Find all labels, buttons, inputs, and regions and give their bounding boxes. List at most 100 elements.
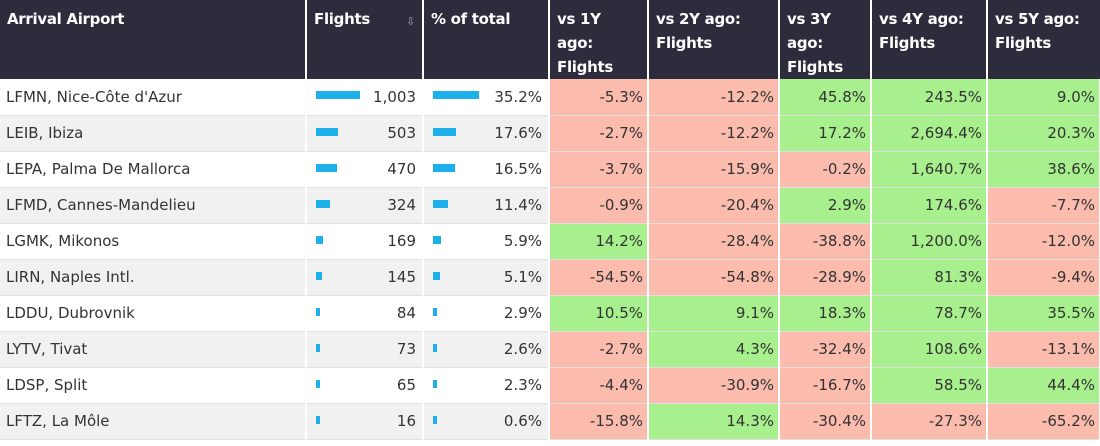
vs5-cell-value: 9.0%	[1056, 87, 1095, 106]
vs5-cell: 35.5%	[987, 295, 1100, 332]
header-vs-3y[interactable]: vs 3Y ago: Flights	[779, 0, 872, 79]
flights-cell-value: 65	[396, 376, 416, 394]
flights-cell-value: 16	[396, 412, 416, 430]
vs4-cell: 108.6%	[871, 331, 988, 368]
header-vs-2y[interactable]: vs 2Y ago: Flights	[648, 0, 780, 79]
vs5-cell: -12.0%	[987, 223, 1100, 260]
header-arrival-airport[interactable]: Arrival Airport	[0, 0, 307, 79]
vs2-cell-value: -30.9%	[720, 376, 774, 394]
vs1-cell-value: -4.4%	[599, 376, 643, 394]
pct-cell: 16.5%	[423, 151, 550, 188]
vs4-cell-value: 81.3%	[934, 268, 982, 286]
airport-cell[interactable]: LIRN, Naples Intl.	[0, 259, 307, 296]
table-row[interactable]: LIRN, Naples Intl. 145 5.1% -54.5% -54.8% -28…	[0, 259, 1100, 296]
airport-cell[interactable]: LFTZ, La Môle	[0, 403, 307, 440]
airport-cell[interactable]: LGMK, Mikonos	[0, 223, 307, 260]
airport-cell[interactable]: LYTV, Tivat	[0, 331, 307, 368]
vs4-cell-value: 2,694.4%	[910, 124, 982, 142]
vs3-cell: -28.9%	[779, 259, 872, 296]
header-flights[interactable]: Flights ⇩	[306, 0, 424, 79]
flights-bar	[316, 91, 360, 99]
vs3-cell: 2.9%	[779, 187, 872, 224]
vs3-cell-value: -32.4%	[812, 340, 866, 358]
flights-cell: 470	[306, 151, 424, 188]
header-label: vs 1Y ago: Flights	[557, 10, 613, 76]
vs5-cell-value: -13.1%	[1041, 340, 1095, 358]
table-row[interactable]: LYTV, Tivat 73 2.6% -2.7% 4.3% -32.4% 108.6% -1…	[0, 331, 1100, 368]
vs3-cell-value: 17.2%	[818, 124, 866, 142]
flights-cell-value: 1,003	[373, 87, 416, 106]
header-label: vs 4Y ago: Flights	[879, 10, 964, 52]
vs4-cell: 81.3%	[871, 259, 988, 296]
vs2-cell: -20.4%	[648, 187, 780, 224]
pct-cell: 35.2%	[423, 79, 550, 116]
table-row[interactable]: LDSP, Split 65 2.3% -4.4% -30.9% -16.7% 58.5% 4…	[0, 367, 1100, 404]
vs1-cell: -0.9%	[549, 187, 649, 224]
pct-bar	[433, 415, 437, 424]
airport-cell-value: LDDU, Dubrovnik	[6, 304, 135, 322]
airport-cell[interactable]: LDSP, Split	[0, 367, 307, 404]
airport-cell-value: LIRN, Naples Intl.	[6, 268, 135, 286]
table-row[interactable]: LFMD, Cannes-Mandelieu 324 11.4% -0.9% -20.4…	[0, 187, 1100, 224]
vs2-cell: -54.8%	[648, 259, 780, 296]
airport-cell[interactable]: LDDU, Dubrovnik	[0, 295, 307, 332]
airport-cell[interactable]: LEPA, Palma De Mallorca	[0, 151, 307, 188]
vs2-cell-value: 4.3%	[735, 340, 774, 358]
vs1-cell-value: -0.9%	[599, 196, 643, 214]
flights-cell-value: 84	[396, 304, 416, 322]
header-row: Arrival Airport Flights ⇩ % of total vs 1…	[0, 0, 1100, 79]
table-row[interactable]: LGMK, Mikonos 169 5.9% 14.2% -28.4% -38.8% 1,2…	[0, 223, 1100, 260]
table-row[interactable]: LFTZ, La Môle 16 0.6% -15.8% 14.3% -30.4% -27.…	[0, 403, 1100, 440]
vs4-cell-value: -27.3%	[928, 412, 982, 430]
vs3-cell-value: -28.9%	[812, 268, 866, 286]
vs1-cell-value: 10.5%	[595, 304, 643, 322]
pct-cell: 5.1%	[423, 259, 550, 296]
header-vs-1y[interactable]: vs 1Y ago: Flights	[549, 0, 649, 79]
flights-cell: 169	[306, 223, 424, 260]
vs5-cell-value: -12.0%	[1041, 232, 1095, 250]
vs4-cell: 1,640.7%	[871, 151, 988, 188]
pct-cell-value: 2.9%	[503, 304, 542, 322]
header-label: vs 2Y ago: Flights	[656, 10, 741, 52]
header-vs-5y[interactable]: vs 5Y ago: Flights	[987, 0, 1100, 79]
vs2-cell: 14.3%	[648, 403, 780, 440]
vs2-cell-value: -28.4%	[720, 232, 774, 250]
table-row[interactable]: LEIB, Ibiza 503 17.6% -2.7% -12.2% 17.2% 2,694…	[0, 115, 1100, 152]
header-pct-of-total[interactable]: % of total	[423, 0, 550, 79]
pct-cell: 2.3%	[423, 367, 550, 404]
vs1-cell: -54.5%	[549, 259, 649, 296]
vs2-cell: 9.1%	[648, 295, 780, 332]
vs5-cell-value: 35.5%	[1047, 304, 1095, 322]
sort-icon[interactable]: ⇩	[406, 15, 415, 28]
vs3-cell: -16.7%	[779, 367, 872, 404]
vs5-cell: 44.4%	[987, 367, 1100, 404]
flights-cell-value: 169	[387, 232, 416, 250]
vs5-cell: 9.0%	[987, 79, 1100, 116]
flights-bar	[316, 235, 323, 244]
pct-cell-value: 2.6%	[503, 340, 542, 358]
airport-cell[interactable]: LFMD, Cannes-Mandelieu	[0, 187, 307, 224]
pct-cell: 5.9%	[423, 223, 550, 260]
header-label: vs 3Y ago: Flights	[787, 10, 843, 76]
flights-bar	[316, 271, 322, 280]
vs3-cell-value: -0.2%	[822, 160, 866, 178]
table-row[interactable]: LDDU, Dubrovnik 84 2.9% 10.5% 9.1% 18.3% 78.7%…	[0, 295, 1100, 332]
pct-bar	[433, 199, 448, 208]
header-vs-4y[interactable]: vs 4Y ago: Flights	[871, 0, 988, 79]
airport-cell-value: LFMD, Cannes-Mandelieu	[6, 196, 196, 214]
vs4-cell: 174.6%	[871, 187, 988, 224]
vs3-cell: -32.4%	[779, 331, 872, 368]
vs1-cell: -15.8%	[549, 403, 649, 440]
airport-cell[interactable]: LFMN, Nice-Côte d'Azur	[0, 79, 307, 116]
table-row[interactable]: LEPA, Palma De Mallorca 470 16.5% -3.7% -15.…	[0, 151, 1100, 188]
vs1-cell: -4.4%	[549, 367, 649, 404]
vs1-cell: -5.3%	[549, 79, 649, 116]
vs4-cell-value: 174.6%	[924, 196, 982, 214]
vs1-cell: 10.5%	[549, 295, 649, 332]
flights-cell: 503	[306, 115, 424, 152]
flights-cell-value: 73	[396, 340, 416, 358]
airport-cell[interactable]: LEIB, Ibiza	[0, 115, 307, 152]
table-row[interactable]: LFMN, Nice-Côte d'Azur 1,003 35.2% -5.3% -12…	[0, 79, 1100, 116]
header-label: Arrival Airport	[7, 10, 125, 28]
